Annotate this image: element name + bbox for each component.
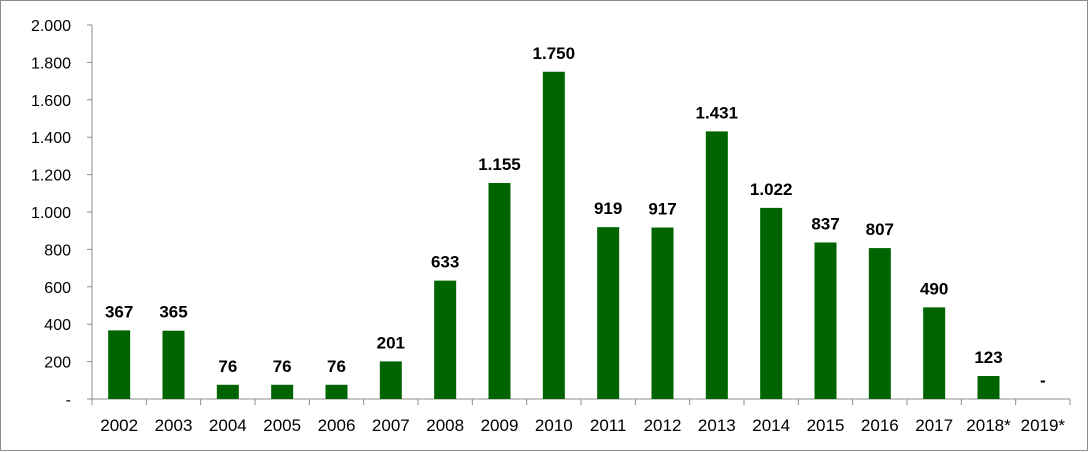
bar bbox=[434, 280, 457, 399]
x-tick-label: 2014 bbox=[752, 416, 790, 435]
y-tick-label: 2.000 bbox=[31, 18, 71, 35]
data-label: 1.750 bbox=[533, 44, 576, 63]
x-tick-label: 2007 bbox=[372, 416, 410, 435]
bar bbox=[162, 330, 185, 399]
x-axis: 2002 2003 2004 2005 2006 2007 2008 2009 2010 2011… bbox=[91, 398, 1071, 435]
y-axis: - 200 400 600 800 1.000 1.200 1.400 1.600 1.800 2.… bbox=[31, 18, 93, 409]
x-tick-label: 2015 bbox=[807, 416, 845, 435]
bar bbox=[977, 375, 1000, 399]
x-tick-label: 2008 bbox=[426, 416, 464, 435]
x-tick-label: 2006 bbox=[318, 416, 356, 435]
bar bbox=[651, 227, 674, 399]
x-tick-label: 2002 bbox=[100, 416, 138, 435]
x-tick-label: 2004 bbox=[209, 416, 247, 435]
y-tick-label: 800 bbox=[44, 242, 71, 259]
x-tick-label: 2005 bbox=[263, 416, 301, 435]
data-label: 917 bbox=[648, 200, 676, 219]
x-tick-label: 2010 bbox=[535, 416, 573, 435]
data-label: 1.022 bbox=[750, 180, 793, 199]
y-tick-label: 1.400 bbox=[31, 130, 71, 147]
bar bbox=[271, 384, 294, 399]
y-tick-label: 1.600 bbox=[31, 93, 71, 110]
x-tick-label: 2003 bbox=[155, 416, 193, 435]
y-tick-label: 1.200 bbox=[31, 168, 71, 185]
data-label: 837 bbox=[811, 214, 839, 233]
data-label: 76 bbox=[273, 357, 292, 376]
data-labels: 367 365 76 76 76 201 633 1.155 1.750 919 917 1.431 1… bbox=[105, 44, 1046, 390]
data-label: 919 bbox=[594, 199, 622, 218]
bar bbox=[923, 307, 946, 399]
bar bbox=[325, 384, 348, 399]
data-label: 490 bbox=[920, 279, 948, 298]
bar bbox=[597, 227, 620, 399]
x-tick-label: 2013 bbox=[698, 416, 736, 435]
x-tick-label: 2019* bbox=[1021, 416, 1066, 435]
bar bbox=[542, 71, 565, 399]
data-label: 76 bbox=[218, 357, 237, 376]
bar bbox=[868, 248, 891, 399]
y-tick-label: - bbox=[66, 392, 71, 409]
x-tick-label: 2018* bbox=[966, 416, 1011, 435]
data-label: 1.431 bbox=[696, 103, 739, 122]
x-tick-label: 2017 bbox=[915, 416, 953, 435]
data-label: 367 bbox=[105, 302, 133, 321]
x-tick-label: 2016 bbox=[861, 416, 899, 435]
data-label: - bbox=[1040, 371, 1046, 390]
bar bbox=[108, 330, 131, 399]
data-label: 365 bbox=[159, 303, 187, 322]
bars bbox=[108, 71, 1000, 399]
bar bbox=[216, 384, 239, 399]
x-tick-label: 2012 bbox=[644, 416, 682, 435]
y-tick-label: 1.800 bbox=[31, 55, 71, 72]
bar bbox=[379, 361, 402, 399]
x-tick-label: 2009 bbox=[481, 416, 519, 435]
bar bbox=[814, 242, 837, 399]
data-label: 123 bbox=[974, 348, 1002, 367]
data-label: 807 bbox=[866, 220, 894, 239]
data-label: 1.155 bbox=[478, 155, 521, 174]
y-tick-label: 600 bbox=[44, 280, 71, 297]
bar bbox=[760, 207, 783, 399]
data-label: 76 bbox=[327, 357, 346, 376]
x-tick-label: 2011 bbox=[590, 416, 627, 435]
bar bbox=[488, 183, 511, 399]
data-label: 201 bbox=[377, 333, 405, 352]
y-tick-label: 1.000 bbox=[31, 205, 71, 222]
y-tick-label: 200 bbox=[44, 355, 71, 372]
bar bbox=[705, 131, 728, 399]
data-label: 633 bbox=[431, 253, 459, 272]
y-tick-label: 400 bbox=[44, 317, 71, 334]
